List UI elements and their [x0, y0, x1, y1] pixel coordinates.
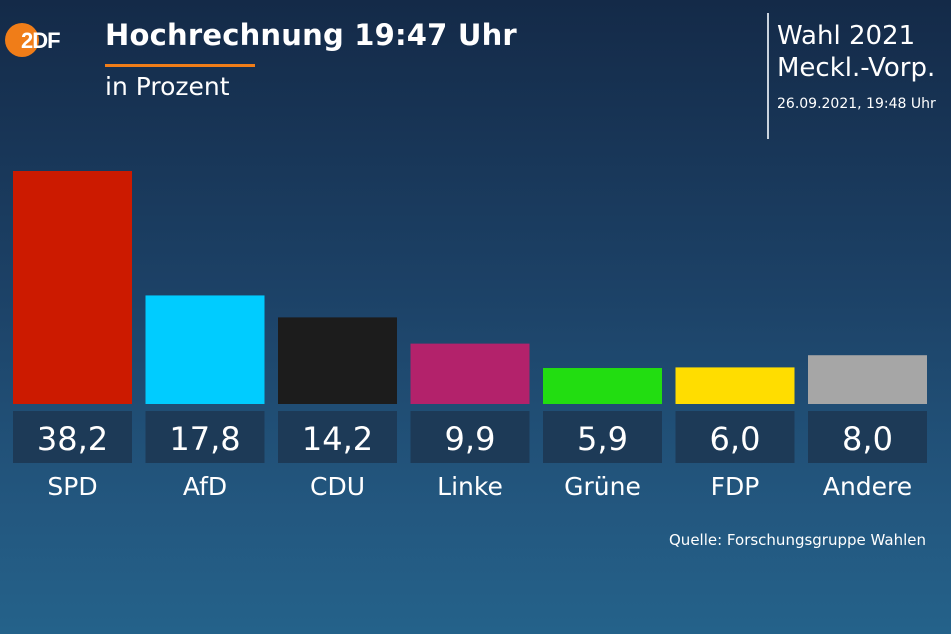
category-label-fdp: FDP [711, 472, 760, 501]
bar-cdu [278, 317, 397, 404]
bar-spd [13, 171, 132, 404]
value-label-afd: 17,8 [169, 420, 240, 458]
election-info: Wahl 2021 Meckl.-Vorp. [777, 20, 935, 84]
value-box-linke [410, 411, 530, 463]
category-label-spd: SPD [47, 472, 97, 501]
value-label-gr-ne: 5,9 [577, 420, 628, 458]
header-divider [767, 13, 769, 139]
value-box-cdu [278, 411, 397, 463]
source-credit: Quelle: Forschungsgruppe Wahlen [669, 531, 926, 549]
chart-title: Hochrechnung 19:47 Uhr [105, 18, 517, 52]
category-label-gr-ne: Grüne [564, 472, 641, 501]
value-box-andere [808, 411, 927, 463]
value-label-linke: 9,9 [445, 420, 496, 458]
bar-afd [145, 295, 265, 404]
value-box-afd [145, 411, 265, 463]
zdf-logo-text: 2DF [21, 28, 60, 53]
value-box-spd [13, 411, 132, 463]
category-label-cdu: CDU [310, 472, 365, 501]
value-label-cdu: 14,2 [302, 420, 373, 458]
election-region: Meckl.-Vorp. [777, 53, 936, 83]
timestamp: 26.09.2021, 19:48 Uhr [777, 96, 936, 112]
value-box-gr-ne [543, 411, 662, 463]
bar-chart: 38,2 SPD 17,8 AfD 14,2 CDU 9,9 Linke 5,9 Grüne 6,0… [13, 171, 927, 501]
chart-subtitle: in Prozent [105, 72, 230, 101]
zdf-logo: 2DF [5, 23, 61, 57]
election-name: Wahl 2021 [777, 21, 916, 51]
value-label-andere: 8,0 [842, 420, 893, 458]
bar-fdp [675, 367, 795, 404]
zdf-logo-circle [5, 23, 39, 57]
bar-andere [808, 355, 927, 404]
value-box-fdp [675, 411, 795, 463]
bar-linke [410, 343, 530, 404]
bar-gr-ne [543, 368, 662, 404]
value-label-spd: 38,2 [37, 420, 108, 458]
category-label-andere: Andere [823, 472, 912, 501]
title-underline [105, 64, 255, 67]
category-label-linke: Linke [437, 472, 503, 501]
value-label-fdp: 6,0 [710, 420, 761, 458]
category-label-afd: AfD [183, 472, 227, 501]
